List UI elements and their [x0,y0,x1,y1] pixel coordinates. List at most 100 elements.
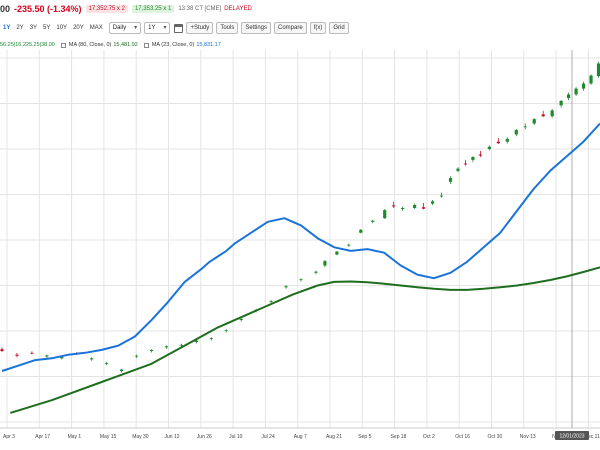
candle-body [179,344,183,346]
candle-body [335,251,339,255]
x-tick-label: Aug 21 [326,434,342,440]
candle-body [239,318,243,321]
delayed-badge: DELAYED [224,6,252,12]
candle-body [421,207,426,209]
tools-button[interactable]: Tools [216,22,239,34]
chart-legend: 56.25|16,225.25|38.00 MA (80, Close, 0) … [0,40,600,50]
candle-body [371,220,375,222]
candle-body [439,195,444,197]
range-tab-3y[interactable]: 3Y [29,25,38,31]
candle-body [299,279,303,281]
calendar-icon[interactable] [174,23,184,33]
candle-body [463,163,468,165]
candle-body [224,330,228,332]
x-tick-label: Nov 13 [520,434,536,440]
candle-body [194,340,198,342]
candle-body [574,88,578,95]
candle-body [359,229,363,233]
x-tick-label: Oct 30 [488,434,503,440]
price-change: -235.50 (-1.34%) [14,4,82,14]
candle-body [392,205,396,207]
x-tick-label: Oct 2 [423,434,435,440]
candle-body [456,168,460,171]
candle-body [105,363,109,364]
compare-button[interactable]: Compare [274,22,307,34]
candle-body [401,207,405,210]
candle-body [209,338,213,340]
crosshair-date-box [555,431,589,440]
candle-body [30,352,34,354]
chart-canvas[interactable]: Apr 3 Apr 17 May 1 May 15 May 30 Jun 12 Jun 26… [0,50,600,450]
function-button[interactable]: f(x) [309,22,327,34]
interval-value: Daily [112,25,127,31]
grid-button[interactable]: Grid [329,22,349,34]
x-tick-label: May 1 [68,434,82,440]
ma23-legend[interactable]: MA (23, Close, 0) 15,831.17 [143,42,221,48]
bid-box: 17,352.75 x 2 [85,5,128,13]
candle-body [589,75,593,84]
candle-body [596,63,600,77]
candle-body [314,271,318,273]
x-tick-label: Sep 18 [391,434,407,440]
candle-body [471,157,475,160]
candle-body [45,355,49,357]
x-tick-label: Aug 7 [294,434,307,440]
candle-body [559,100,563,106]
quote-bar: 00 -235.50 (-1.34%) 17,352.75 x 2 17,353… [0,0,600,18]
ma80-line [10,266,600,414]
quote-time: 13:38 CT [CME] [178,6,222,12]
candle-body [478,154,482,156]
study-settings-icon[interactable] [60,42,66,48]
crosshair-date-label: 12/01/2023 [559,434,584,440]
chart-toolbar: 1Y 2Y 3Y 5Y 10Y 20Y MAX Daily ▾ 1Y ▾ +St… [0,20,600,36]
x-tick-label: May 15 [100,434,117,440]
candle-body [581,83,586,89]
candle-body [430,201,435,204]
candle-body [347,244,351,246]
candle-body [532,119,536,124]
chevron-down-icon: ▾ [134,25,138,31]
last-price: 00 [0,4,11,14]
price-chart[interactable]: Apr 3 Apr 17 May 1 May 15 May 30 Jun 12 Jun 26… [0,50,600,450]
settings-button[interactable]: Settings [241,22,272,34]
candle-body [523,126,527,128]
candle-body [383,210,387,219]
x-tick-label: Sep 5 [358,434,371,440]
chevron-down-icon: ▾ [163,25,167,31]
range-tab-5y[interactable]: 5Y [43,25,51,31]
range-tab-2y[interactable]: 2Y [16,25,24,31]
x-tick-label: Jul 24 [261,434,275,440]
price-legend: 56.25|16,225.25|38.00 [0,42,55,48]
candle-body [323,261,327,266]
range-tab-20y[interactable]: 20Y [73,25,84,31]
ma80-legend[interactable]: MA (80, Close, 0) 15,481.92 [60,42,138,48]
range-tab-max[interactable]: MAX [89,25,103,31]
ma23-value: 15,831.17 [196,42,221,48]
candle-body [505,138,509,142]
study-settings-icon[interactable] [143,42,149,48]
interval-select[interactable]: Daily ▾ [108,22,142,34]
period-select[interactable]: 1Y ▾ [144,22,171,34]
candle-body [413,205,417,208]
candle-body [60,356,64,359]
candle-body [164,346,169,348]
candle-body [541,114,545,117]
candle-body [120,369,124,372]
candle-body [149,349,154,352]
candle-body [90,358,94,360]
period-value: 1Y [148,25,156,31]
range-tab-1y[interactable]: 1Y [3,25,11,31]
candle-body [269,301,273,302]
candle-body [448,178,453,182]
candle-body [284,286,288,288]
add-study-button[interactable]: +Study [186,22,214,34]
ask-box: 17,353.25 x 1 [131,5,175,13]
x-tick-label: Dec 11 [584,434,600,440]
candle-body [514,130,518,135]
ma80-label: MA (80, Close, 0) [68,42,112,48]
x-tick-label: Jul 10 [229,434,243,440]
x-tick-label: Apr 17 [35,434,50,440]
ma80-value: 15,481.92 [113,42,138,48]
ma23-line [1,122,600,372]
range-tab-10y[interactable]: 10Y [56,25,68,31]
